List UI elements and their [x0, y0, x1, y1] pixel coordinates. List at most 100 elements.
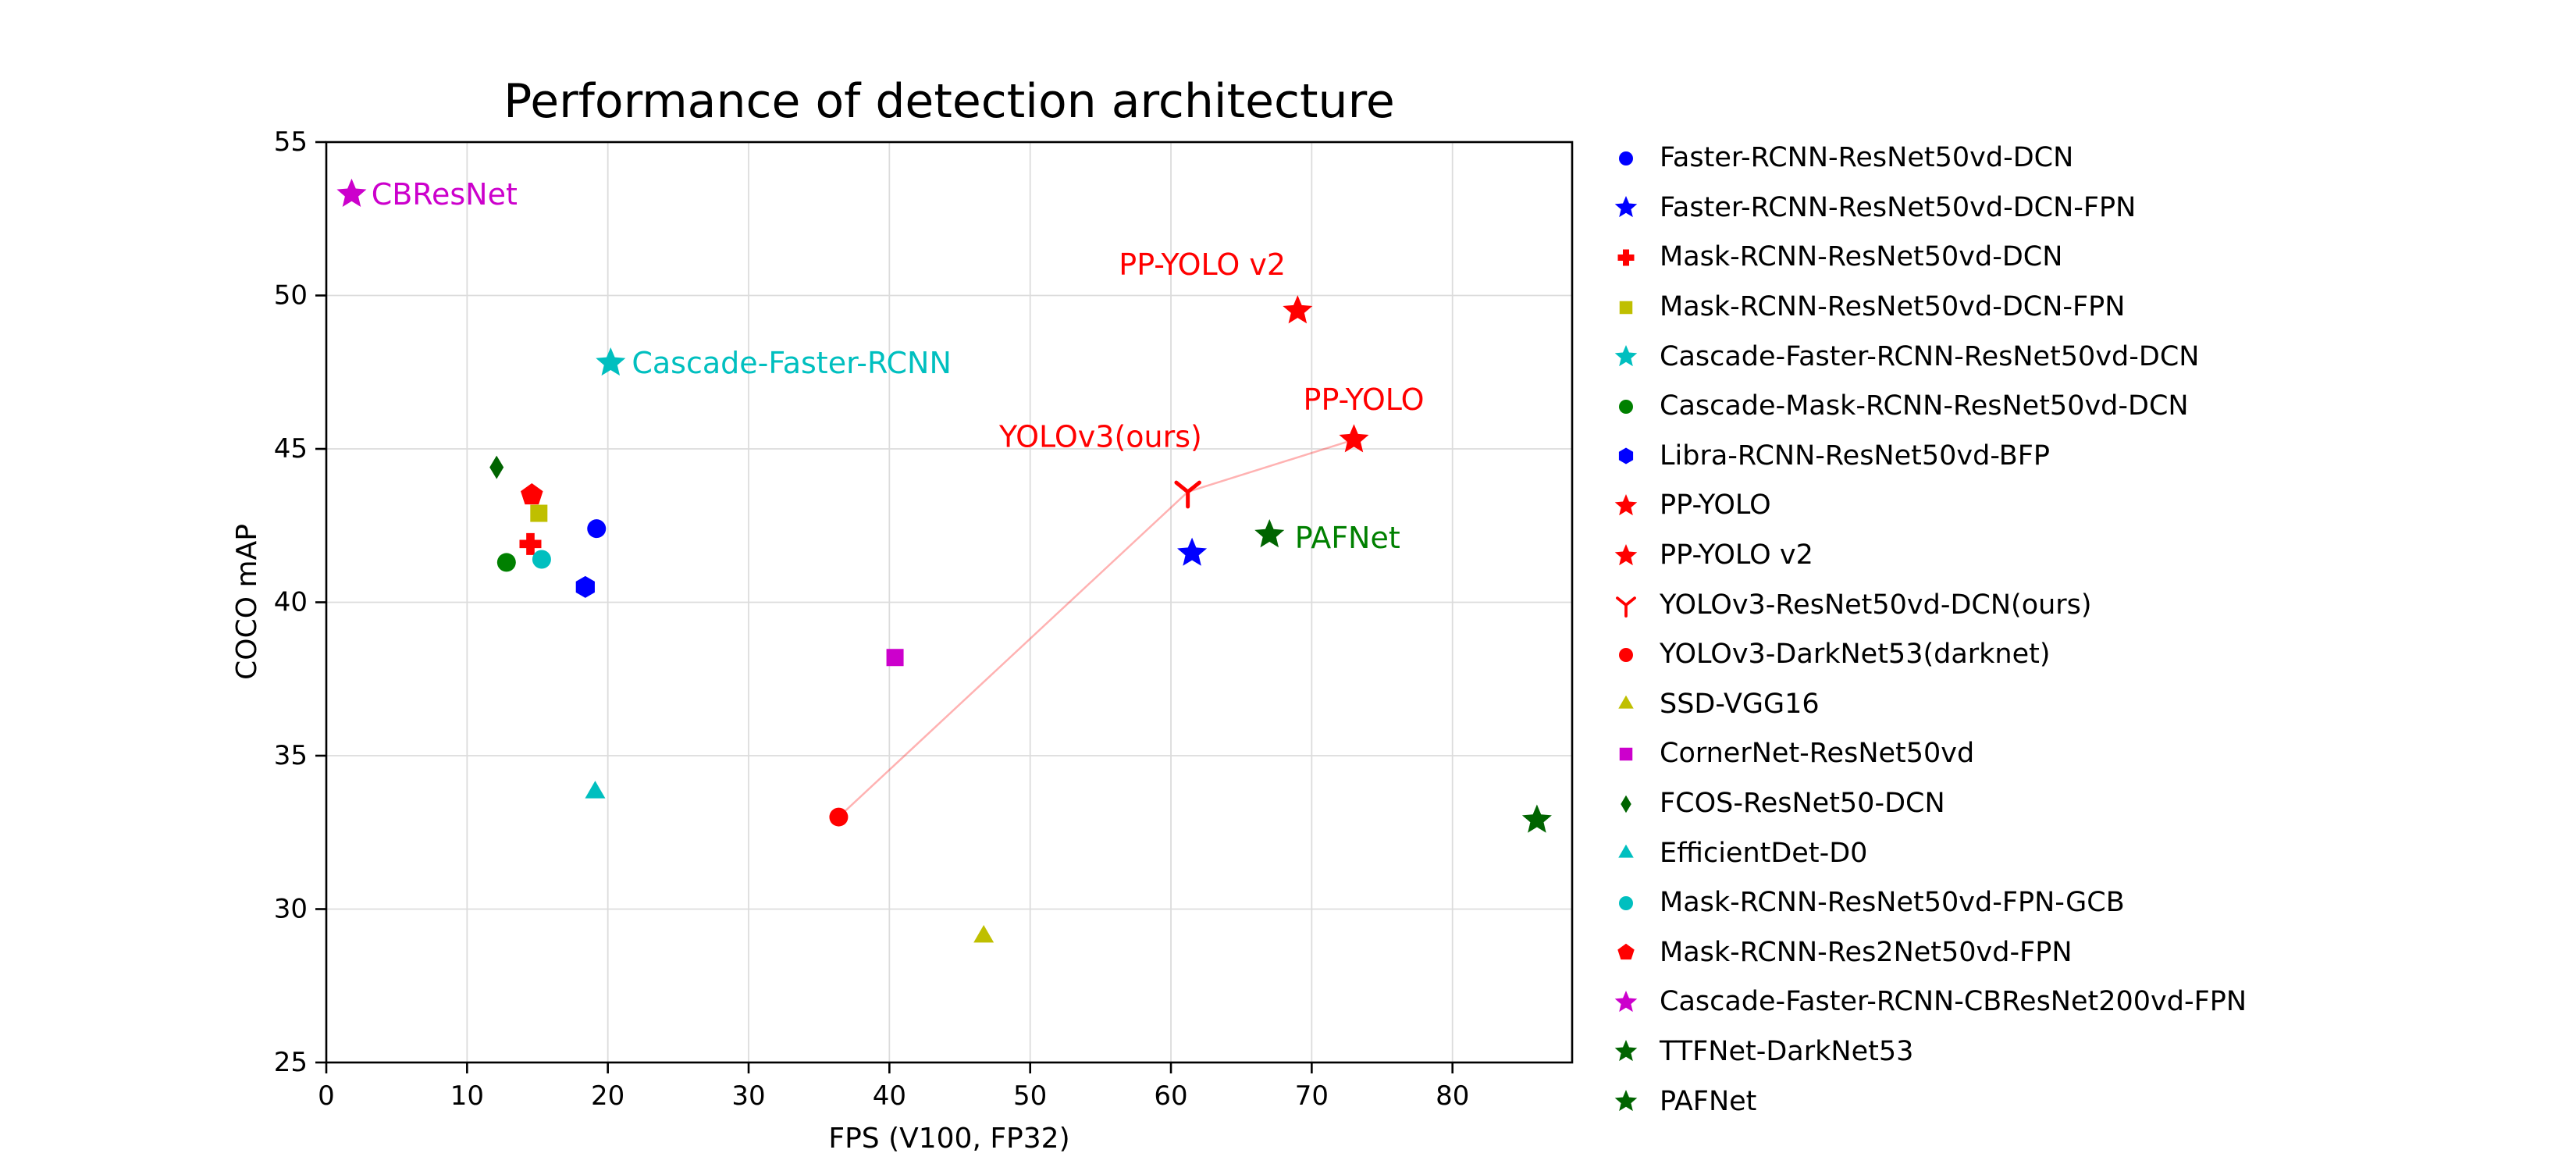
- marker-star: [1614, 1090, 1638, 1112]
- legend-marker-icon: [1614, 1040, 1638, 1062]
- legend-label: PP-YOLO: [1660, 489, 1771, 521]
- data-point: [1521, 804, 1552, 833]
- legend-marker-icon: [1618, 844, 1634, 858]
- annotation: PP-YOLO: [1304, 383, 1425, 417]
- legend-label: CornerNet-ResNet50vd: [1660, 738, 1975, 770]
- data-point: [496, 553, 516, 572]
- marker-star: [1614, 990, 1638, 1013]
- legend-item: TTFNet-DarkNet53: [1605, 1027, 2247, 1077]
- legend: Faster-RCNN-ResNet50vd-DCN Faster-RCNN-Re…: [1605, 133, 2247, 1127]
- legend-marker-icon: [1619, 647, 1633, 662]
- data-point: [596, 347, 626, 376]
- annotation: Cascade-Faster-RCNN: [632, 346, 952, 380]
- marker-star: [1614, 345, 1638, 367]
- y-tick-label: 40: [274, 587, 308, 618]
- legend-marker-icon: [1617, 249, 1635, 266]
- legend-label: EfficientDet-D0: [1660, 837, 1868, 869]
- annotation: YOLOv3(ours): [998, 419, 1202, 454]
- chart-title: Performance of detection architecture: [503, 74, 1395, 129]
- legend-marker-icon: [1614, 345, 1638, 367]
- marker-hexagon: [1618, 447, 1634, 464]
- legend-label: Faster-RCNN-ResNet50vd-DCN-FPN: [1660, 191, 2137, 223]
- legend-label: Cascade-Faster-RCNN-CBResNet200vd-FPN: [1660, 986, 2247, 1018]
- legend-label: Mask-RCNN-Res2Net50vd-FPN: [1660, 936, 2073, 968]
- legend-label: Mask-RCNN-ResNet50vd-FPN-GCB: [1660, 887, 2125, 919]
- y-tick-label: 50: [274, 280, 308, 311]
- legend-item: YOLOv3-ResNet50vd-DCN(ours): [1605, 580, 2247, 630]
- x-tick-label: 30: [731, 1080, 765, 1112]
- legend-label: Cascade-Mask-RCNN-ResNet50vd-DCN: [1660, 390, 2189, 422]
- x-axis-label: FPS (V100, FP32): [828, 1123, 1069, 1155]
- annotation: PAFNet: [1295, 521, 1400, 555]
- legend-item: Mask-RCNN-ResNet50vd-DCN: [1605, 233, 2247, 283]
- legend-item: PP-YOLO: [1605, 481, 2247, 531]
- legend-marker-icon: [1614, 1090, 1638, 1112]
- legend-item: Cascade-Faster-RCNN-CBResNet200vd-FPN: [1605, 977, 2247, 1027]
- legend-marker-icon: [1614, 196, 1638, 218]
- marker-y-shape: [1616, 596, 1636, 618]
- marker-triangle-up: [1618, 696, 1634, 709]
- data-point: [1339, 424, 1369, 453]
- data-point: [532, 550, 551, 569]
- legend-label: TTFNet-DarkNet53: [1660, 1035, 1914, 1067]
- data-point: [575, 575, 595, 598]
- marker-star: [1614, 543, 1638, 565]
- marker-triangle-up: [1618, 844, 1634, 858]
- data-point: [973, 924, 994, 943]
- legend-marker-icon: [1614, 493, 1638, 516]
- legend-item: Cascade-Mask-RCNN-ResNet50vd-DCN: [1605, 382, 2247, 432]
- legend-item: Faster-RCNN-ResNet50vd-DCN-FPN: [1605, 183, 2247, 233]
- data-point: [587, 519, 607, 539]
- data-point: [1177, 537, 1208, 566]
- legend-label: YOLOv3-DarkNet53(darknet): [1660, 639, 2051, 671]
- data-point: [1174, 480, 1201, 509]
- legend-item: PP-YOLO v2: [1605, 531, 2247, 581]
- legend-item: EfficientDet-D0: [1605, 828, 2247, 878]
- y-tick-label: 35: [274, 740, 308, 771]
- legend-marker-icon: [1614, 543, 1638, 565]
- legend-marker-icon: [1618, 696, 1634, 709]
- y-tick-label: 25: [274, 1047, 308, 1078]
- data-point: [521, 482, 543, 505]
- legend-item: Cascade-Faster-RCNN-ResNet50vd-DCN: [1605, 332, 2247, 382]
- marker-star: [1614, 493, 1638, 516]
- marker-circle: [1619, 151, 1633, 166]
- x-tick-label: 10: [450, 1080, 484, 1112]
- legend-label: Faster-RCNN-ResNet50vd-DCN: [1660, 142, 2074, 174]
- marker-plus: [1617, 249, 1635, 266]
- legend-item: Mask-RCNN-ResNet50vd-DCN-FPN: [1605, 283, 2247, 333]
- legend-label: Mask-RCNN-ResNet50vd-DCN-FPN: [1660, 291, 2126, 323]
- legend-marker-icon: [1619, 399, 1633, 414]
- data-point: [336, 178, 367, 207]
- legend-item: SSD-VGG16: [1605, 680, 2247, 730]
- legend-marker-icon: [1618, 447, 1634, 464]
- data-point: [1254, 519, 1285, 548]
- annotation: CBResNet: [372, 177, 518, 212]
- legend-item: CornerNet-ResNet50vd: [1605, 729, 2247, 779]
- legend-marker-icon: [1621, 795, 1631, 813]
- y-axis-label: COCO mAP: [231, 524, 263, 680]
- legend-item: Mask-RCNN-Res2Net50vd-FPN: [1605, 928, 2247, 978]
- data-point: [829, 807, 849, 827]
- legend-label: YOLOv3-ResNet50vd-DCN(ours): [1660, 589, 2092, 621]
- legend-marker-icon: [1619, 151, 1633, 166]
- marker-square: [1619, 301, 1633, 314]
- legend-marker-icon: [1619, 895, 1633, 910]
- marker-star: [1614, 196, 1638, 218]
- marker-circle: [1619, 895, 1633, 910]
- marker-square: [1619, 747, 1633, 761]
- legend-marker-icon: [1614, 990, 1638, 1013]
- marker-circle: [1619, 399, 1633, 414]
- legend-label: Mask-RCNN-ResNet50vd-DCN: [1660, 241, 2063, 273]
- x-tick-label: 20: [591, 1080, 624, 1112]
- legend-label: Cascade-Faster-RCNN-ResNet50vd-DCN: [1660, 340, 2200, 372]
- data-point: [1283, 295, 1313, 324]
- legend-label: Libra-RCNN-ResNet50vd-BFP: [1660, 440, 2050, 472]
- data-point: [886, 649, 904, 667]
- y-tick-label: 55: [274, 126, 308, 158]
- legend-item: Libra-RCNN-ResNet50vd-BFP: [1605, 432, 2247, 482]
- legend-item: FCOS-ResNet50-DCN: [1605, 779, 2247, 829]
- data-point: [585, 781, 606, 799]
- annotation: PP-YOLO v2: [1119, 247, 1286, 282]
